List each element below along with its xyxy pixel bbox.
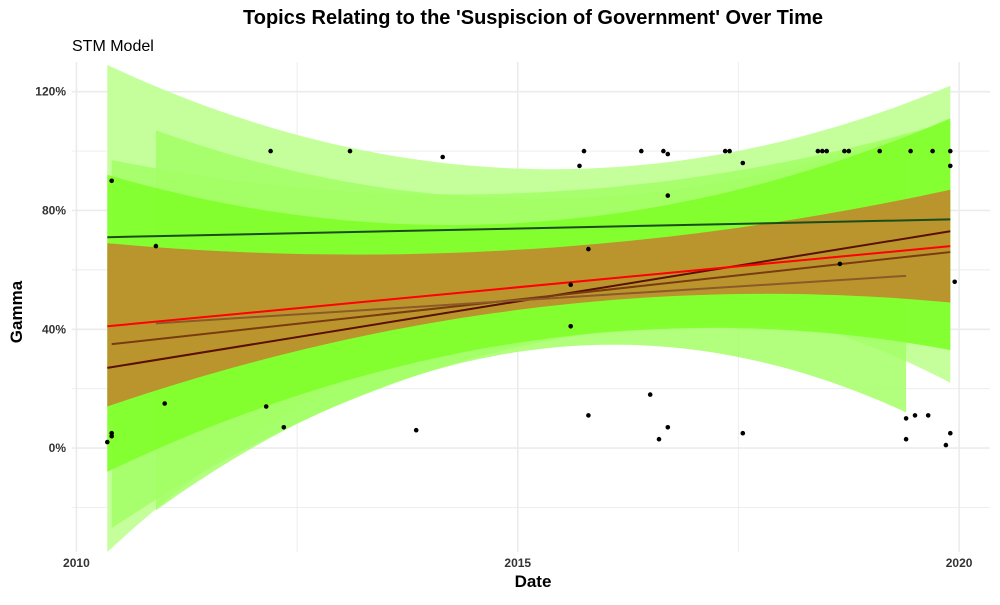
x-tick-label: 2010 — [63, 556, 90, 570]
data-point — [413, 427, 419, 433]
trend-line-3 — [107, 245, 951, 328]
data-point — [162, 401, 167, 406]
data-point — [656, 436, 662, 442]
data-point — [948, 430, 953, 436]
data-point — [665, 151, 671, 157]
y-axis-label: Gamma — [7, 280, 26, 343]
x-axis-ticks: 2010 2015 2020 — [63, 556, 973, 570]
data-point — [722, 148, 728, 154]
data-points — [105, 148, 957, 448]
y-tick-label: 40% — [42, 322, 66, 336]
chart-subtitle: STM Model — [72, 38, 154, 55]
data-point — [842, 148, 847, 154]
data-point — [647, 392, 653, 397]
data-point — [568, 324, 573, 329]
x-tick-label: 2020 — [946, 556, 973, 570]
data-point — [952, 279, 957, 285]
data-point — [661, 148, 666, 154]
data-point — [153, 243, 159, 249]
y-axis-ticks: 0% 40% 80% 120% — [35, 85, 66, 455]
trend-line-4 — [111, 251, 951, 346]
data-point — [846, 148, 852, 154]
data-point — [727, 148, 732, 154]
data-point — [908, 148, 913, 154]
data-point — [347, 148, 353, 154]
data-point — [943, 442, 949, 448]
confidence-bands — [107, 65, 951, 552]
data-point — [586, 246, 591, 252]
data-point — [568, 282, 573, 288]
data-point — [581, 148, 587, 154]
data-point — [903, 416, 909, 421]
data-point — [925, 413, 931, 418]
data-point — [639, 148, 644, 154]
data-point — [740, 430, 746, 436]
x-tick-label: 2015 — [504, 556, 531, 570]
data-point — [824, 148, 829, 154]
chart-title: Topics Relating to the 'Suspiscion of Go… — [243, 7, 823, 29]
data-point — [930, 148, 935, 154]
y-tick-label: 120% — [35, 85, 66, 99]
x-axis-label: Date — [515, 572, 552, 591]
data-point — [903, 436, 909, 442]
data-point — [820, 148, 825, 154]
data-point — [815, 148, 821, 154]
data-point — [105, 439, 110, 445]
y-tick-label: 80% — [42, 203, 66, 217]
y-tick-label: 0% — [49, 441, 67, 455]
data-point — [281, 425, 287, 430]
data-point — [577, 163, 582, 169]
data-point — [263, 404, 269, 409]
trend-lines — [107, 218, 951, 369]
data-point — [877, 148, 882, 154]
data-point — [440, 154, 446, 160]
trend-line-1 — [107, 218, 951, 239]
data-point — [586, 413, 591, 418]
data-point — [948, 148, 953, 154]
data-point — [740, 160, 746, 166]
data-point — [665, 193, 671, 198]
data-point — [912, 413, 918, 418]
data-point — [109, 430, 114, 436]
data-point — [268, 148, 273, 154]
data-point — [109, 178, 114, 184]
data-point — [948, 163, 953, 169]
data-point — [665, 425, 671, 430]
data-point — [837, 261, 843, 267]
trend-line-5 — [155, 274, 907, 325]
